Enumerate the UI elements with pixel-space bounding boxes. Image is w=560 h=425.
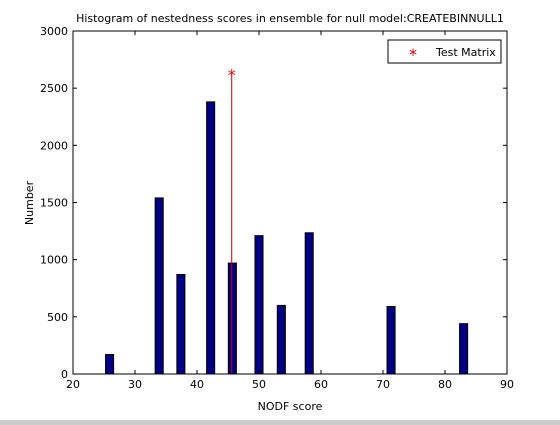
legend-marker-icon: * (409, 45, 417, 64)
histogram-bar (105, 354, 115, 375)
x-tick-label: 30 (128, 378, 142, 391)
histogram-bar (304, 232, 314, 375)
y-tick-label: 3000 (40, 25, 68, 38)
legend: * Test Matrix (387, 39, 502, 64)
histogram-bar (254, 235, 264, 375)
x-axis-label: NODF score (258, 400, 323, 413)
x-tick-label: 80 (438, 378, 452, 391)
y-tick-label: 1500 (40, 197, 68, 210)
histogram-bar (227, 262, 237, 375)
y-axis-label: Number (23, 180, 36, 225)
histogram-bar (154, 197, 164, 375)
histogram-bar (276, 304, 286, 375)
x-tick-label: 40 (190, 378, 204, 391)
chart-title: Histogram of nestedness scores in ensemb… (76, 12, 504, 25)
legend-box (387, 39, 502, 64)
x-tick-label: 50 (252, 378, 266, 391)
plot-area (73, 31, 507, 374)
y-tick-label: 2000 (40, 139, 68, 152)
y-tick-label: 500 (47, 311, 68, 324)
y-tick-label: 0 (61, 368, 68, 381)
histogram-bar (176, 274, 186, 375)
y-tick-label: 1000 (40, 254, 68, 267)
x-tick-label: 90 (500, 378, 514, 391)
histogram-bar (206, 101, 216, 375)
x-tick-label: 70 (376, 378, 390, 391)
x-tick-label: 20 (66, 378, 80, 391)
histogram-bar (386, 306, 396, 375)
test-matrix-marker: * (228, 65, 236, 84)
y-tick-label: 2500 (40, 82, 68, 95)
x-tick-label: 60 (314, 378, 328, 391)
histogram-bar (459, 323, 469, 375)
legend-label: Test Matrix (435, 46, 496, 59)
